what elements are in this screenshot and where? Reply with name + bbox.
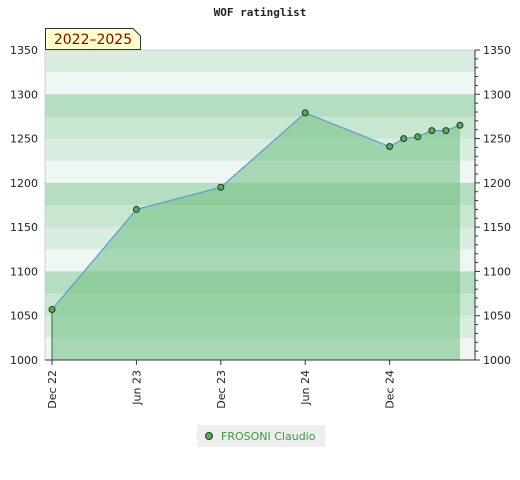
data-point: [428, 127, 436, 135]
data-point: [132, 205, 140, 213]
data-point: [400, 135, 408, 143]
area-fill: [52, 112, 460, 360]
y-tick-label-right: 1200: [483, 177, 511, 190]
data-point: [48, 306, 56, 314]
rating-points: [48, 109, 464, 314]
y-tick-label-right: 1150: [483, 221, 511, 234]
series-line: [51, 112, 461, 310]
rating-line: [51, 112, 461, 310]
range-badge: 2022–2025: [45, 28, 141, 50]
y-tick-label-left: 1200: [10, 177, 38, 190]
y-tick-label-left: 1250: [10, 133, 38, 146]
data-point: [217, 183, 225, 191]
y-axis-right: 1000 1050 1100 1150 1200 1250 1300 1350: [474, 44, 511, 367]
legend: FROSONI Claudio: [197, 425, 325, 447]
data-point: [301, 109, 309, 117]
y-tick-label-right: 1050: [483, 310, 511, 323]
x-tick-label: Dec 23: [215, 370, 228, 409]
y-axis-left: 1000 1050 1100 1150 1200 1250 1300 1350: [10, 44, 38, 367]
band: [45, 94, 475, 117]
x-tick-label: Jun 23: [130, 370, 143, 406]
x-tick-label: Jun 24: [299, 370, 312, 406]
data-point: [456, 121, 464, 129]
data-point: [386, 143, 394, 151]
x-tick-label: Dec 22: [46, 370, 59, 409]
band: [45, 50, 475, 73]
y-tick-label-left: 1150: [10, 221, 38, 234]
y-tick-label-left: 1050: [10, 310, 38, 323]
range-label: 2022–2025: [54, 32, 132, 48]
y-tick-label-right: 1300: [483, 88, 511, 101]
chart-title: WOF ratinglist: [213, 6, 307, 19]
y-tick-label-left: 1300: [10, 88, 38, 101]
y-tick-label-left: 1100: [10, 265, 38, 278]
legend-label: FROSONI Claudio: [221, 429, 316, 443]
y-tick-label-right: 1350: [483, 44, 511, 57]
y-tick-label-right: 1250: [483, 133, 511, 146]
y-tick-label-left: 1350: [10, 44, 38, 57]
rating-area: [52, 112, 460, 360]
legend-marker: [205, 432, 213, 440]
y-tick-label-right: 1100: [483, 265, 511, 278]
x-tick-label: Dec 24: [384, 370, 397, 409]
y-tick-label-right: 1000: [483, 354, 511, 367]
x-axis: Dec 22 Jun 23 Dec 23 Jun 24 Dec 24: [45, 309, 475, 409]
data-point: [414, 133, 422, 141]
band: [45, 116, 475, 140]
y-tick-label-left: 1000: [10, 354, 38, 367]
band: [45, 72, 475, 95]
data-point: [442, 127, 450, 135]
